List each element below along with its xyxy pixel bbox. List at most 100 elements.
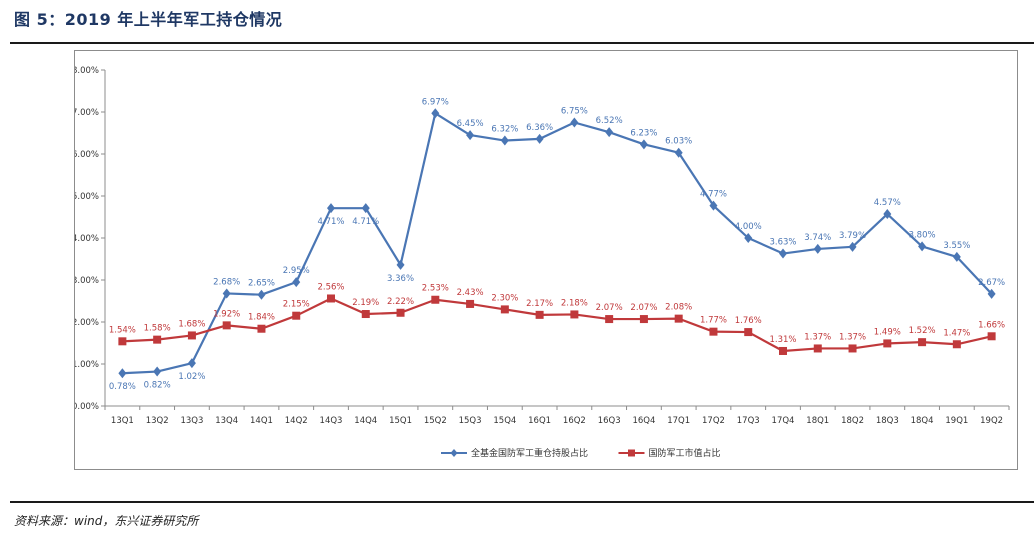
series-1-point [848, 241, 857, 252]
data-label-series-1: 6.36% [526, 123, 553, 133]
x-tick-label: 15Q4 [493, 416, 516, 426]
data-label-series-1: 6.52% [596, 116, 623, 126]
x-tick-label: 14Q3 [320, 416, 343, 426]
data-label-series-1: 4.57% [874, 198, 901, 208]
data-label-series-1: 3.63% [769, 238, 796, 248]
top-divider [10, 42, 1034, 44]
legend-label-2: 国防军工市值占比 [649, 447, 721, 459]
data-label-series-1: 3.79% [839, 231, 866, 241]
series-2-point [257, 324, 266, 333]
x-tick-label: 18Q1 [806, 416, 829, 426]
x-tick-label: 17Q4 [772, 416, 795, 426]
data-label-series-1: 6.45% [457, 119, 484, 129]
series-1-point [431, 108, 440, 119]
series-1-point [674, 147, 683, 158]
data-label-series-2: 1.49% [874, 327, 901, 337]
x-tick-label: 18Q3 [876, 416, 899, 426]
data-label-series-2: 2.15% [283, 300, 310, 310]
data-label-series-2: 1.47% [943, 328, 970, 338]
data-label-series-1: 3.80% [909, 230, 936, 240]
data-label-series-1: 6.23% [630, 128, 657, 138]
figure-title: 图 5：2019 年上半年军工持仓情况 [14, 10, 283, 29]
data-label-series-2: 2.30% [491, 293, 518, 303]
legend-marker-2 [628, 449, 635, 457]
series-2-point [883, 339, 892, 348]
data-label-series-2: 2.56% [317, 282, 344, 292]
y-tick-label: 1.00% [75, 360, 99, 370]
series-2-point [466, 299, 475, 308]
series-2-point [500, 305, 509, 314]
series-2-point [431, 295, 440, 304]
x-tick-label: 19Q1 [945, 416, 968, 426]
series-2-point [952, 340, 961, 349]
data-label-series-1: 2.67% [978, 278, 1005, 288]
data-label-series-2: 2.07% [596, 303, 623, 313]
series-1-point [327, 203, 335, 214]
x-tick-label: 14Q4 [354, 416, 377, 426]
data-label-series-2: 1.31% [769, 335, 796, 345]
series-1-point [605, 127, 614, 138]
series-1-point [952, 251, 961, 262]
series-1-point [396, 259, 405, 270]
series-line-2 [122, 297, 992, 353]
data-label-series-1: 6.32% [491, 125, 518, 135]
data-label-series-1: 2.65% [248, 279, 275, 289]
data-label-series-1: 6.75% [561, 107, 588, 117]
x-tick-label: 16Q1 [528, 416, 551, 426]
series-2-point [779, 346, 787, 355]
series-2-point [292, 311, 301, 320]
bottom-divider [10, 501, 1034, 503]
series-1-point [361, 203, 370, 214]
x-tick-label: 17Q3 [737, 416, 760, 426]
data-label-series-2: 2.07% [630, 303, 657, 313]
data-label-series-2: 1.92% [213, 309, 240, 319]
data-label-series-1: 4.77% [700, 190, 727, 200]
series-1-point [535, 133, 544, 144]
x-tick-label: 13Q3 [180, 416, 203, 426]
series-2-point [361, 310, 370, 319]
data-label-series-2: 1.68% [178, 319, 205, 329]
x-tick-label: 15Q3 [459, 416, 482, 426]
x-tick-label: 13Q2 [146, 416, 169, 426]
series-1-point [639, 139, 648, 150]
series-2-point [639, 315, 648, 324]
data-label-series-2: 1.76% [735, 316, 762, 326]
data-label-series-2: 2.17% [526, 299, 553, 309]
series-1-point [779, 248, 787, 259]
series-2-point [674, 314, 683, 323]
data-label-series-2: 1.37% [839, 332, 866, 342]
series-2-point [848, 344, 857, 353]
source-note: 资料来源：wind，东兴证券研究所 [14, 514, 199, 528]
data-label-series-2: 1.54% [109, 325, 136, 335]
series-2-point [187, 331, 196, 340]
data-label-series-1: 3.36% [387, 274, 414, 284]
series-1-point [709, 200, 718, 211]
data-label-series-2: 2.18% [561, 298, 588, 308]
series-2-point [118, 337, 127, 346]
y-tick-label: 0.00% [75, 402, 99, 412]
data-label-series-2: 1.58% [144, 324, 171, 334]
series-2-point [222, 321, 231, 330]
series-2-point [987, 332, 996, 341]
data-label-series-2: 2.53% [422, 284, 449, 294]
x-tick-label: 19Q2 [980, 416, 1003, 426]
x-tick-label: 18Q2 [841, 416, 864, 426]
series-1-point [187, 358, 196, 369]
series-2-point [605, 315, 614, 324]
series-1-point [466, 130, 475, 141]
data-label-series-1: 0.78% [109, 382, 136, 392]
x-tick-label: 13Q4 [215, 416, 238, 426]
series-1-point [883, 209, 892, 220]
y-tick-label: 4.00% [75, 234, 99, 244]
x-tick-label: 17Q2 [702, 416, 725, 426]
legend-marker-1 [450, 449, 458, 457]
y-tick-label: 3.00% [75, 276, 99, 286]
x-tick-label: 14Q1 [250, 416, 273, 426]
data-label-series-1: 6.03% [665, 137, 692, 147]
series-1-point [500, 135, 509, 146]
series-2-point [570, 310, 579, 319]
x-tick-label: 14Q2 [285, 416, 308, 426]
series-1-point [918, 241, 927, 252]
chart-frame: 0.00% 1.00% 2.00% 3.00% 4.00% 5.00% 6.00% 7.00%… [74, 50, 1018, 470]
data-label-series-1: 1.02% [178, 372, 205, 382]
